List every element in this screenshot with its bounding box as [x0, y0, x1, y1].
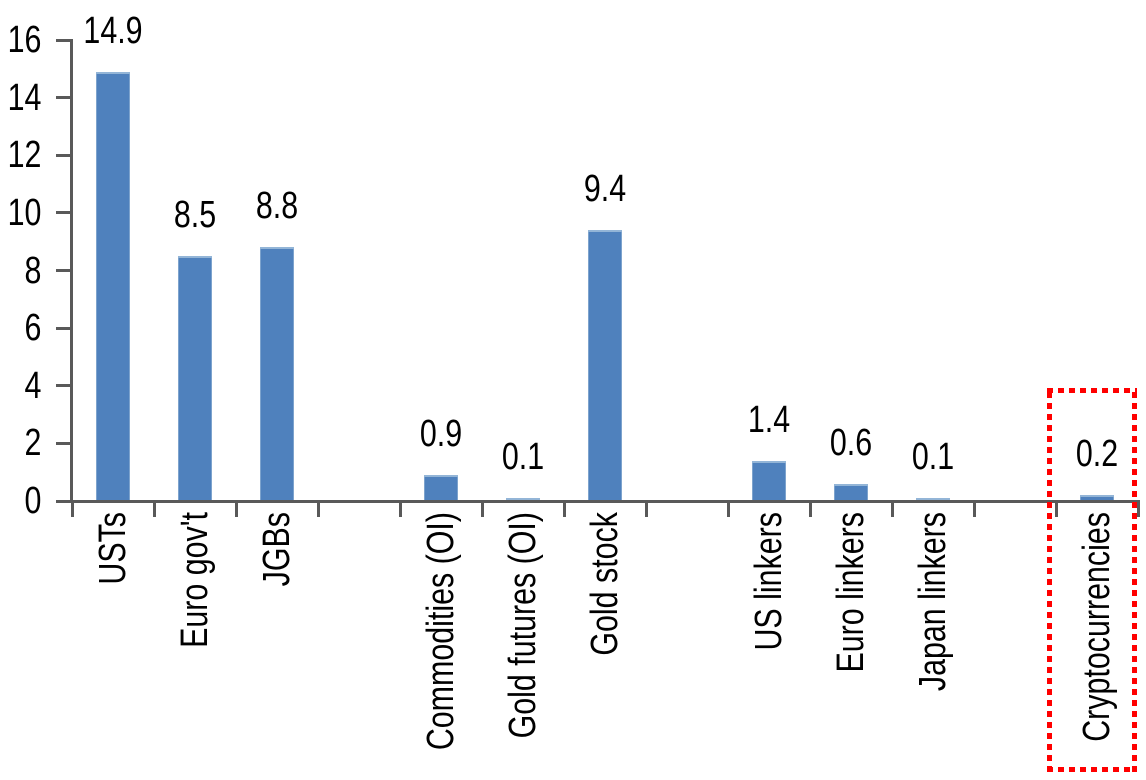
x-tick [890, 501, 894, 517]
y-tick-label: 6 [24, 307, 42, 350]
y-tick-label: 4 [24, 364, 42, 407]
category-label: JGBs [256, 512, 298, 587]
y-tick [56, 384, 73, 388]
x-tick [726, 501, 730, 517]
bar [424, 475, 458, 501]
bar-value-label: 1.4 [747, 399, 791, 441]
x-tick [398, 501, 402, 517]
highlight-dotted-box [1047, 388, 1137, 772]
x-tick [234, 501, 238, 517]
bar-value-label: 9.4 [583, 168, 627, 210]
x-tick [70, 501, 74, 517]
y-tick [56, 38, 73, 42]
category-label: Euro linkers [830, 512, 872, 673]
bar [96, 72, 130, 501]
y-tick-label: 10 [7, 191, 42, 234]
bar-value-label: 0.1 [911, 436, 955, 478]
x-tick [562, 501, 566, 517]
x-tick [808, 501, 812, 517]
y-tick-label: 12 [7, 134, 42, 177]
category-label: Gold futures (OI) [502, 512, 544, 739]
category-label: Commodities (OI) [420, 512, 462, 751]
bar [178, 256, 212, 501]
x-tick [316, 501, 320, 517]
bar-value-label: 8.5 [173, 194, 217, 236]
category-label: US linkers [748, 512, 790, 651]
y-tick [56, 499, 73, 503]
x-tick [644, 501, 648, 517]
x-tick [152, 501, 156, 517]
x-tick [972, 501, 976, 517]
y-tick [56, 153, 73, 157]
bar-value-label: 0.9 [419, 413, 463, 455]
bar-value-label: 0.6 [829, 422, 873, 464]
y-tick-label: 14 [7, 76, 42, 119]
y-tick-label: 16 [7, 19, 42, 61]
category-label: Japan linkers [912, 512, 954, 692]
category-label: Gold stock [584, 512, 626, 656]
y-tick [56, 441, 73, 445]
y-tick [56, 326, 73, 330]
x-tick [1136, 501, 1140, 517]
y-tick-label: 0 [24, 480, 42, 522]
category-label: USTs [92, 512, 134, 585]
bar-value-label: 14.9 [83, 10, 143, 52]
bar [588, 230, 622, 501]
bar-value-label: 0.1 [501, 436, 545, 478]
y-tick [56, 96, 73, 100]
bar [834, 484, 868, 501]
bar-value-label: 8.8 [255, 185, 299, 227]
bar [752, 461, 786, 501]
bar [260, 247, 294, 501]
y-tick-label: 8 [24, 249, 42, 292]
y-tick [56, 211, 73, 215]
category-label: Euro gov't [174, 512, 216, 648]
y-tick [56, 269, 73, 272]
x-axis-line [70, 499, 1140, 503]
y-tick-label: 2 [24, 422, 42, 465]
x-tick [480, 501, 484, 517]
